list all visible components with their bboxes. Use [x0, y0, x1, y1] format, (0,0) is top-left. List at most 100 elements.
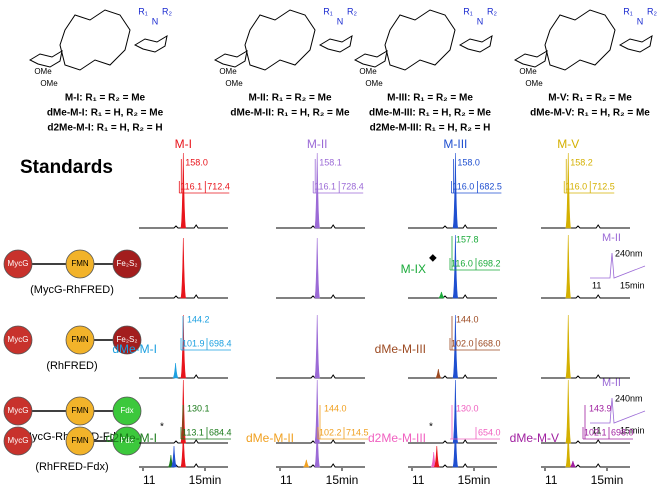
ms-peak-label: 102.1	[584, 427, 607, 437]
compound-label: M-I: R₁ = R₂ = Me	[65, 93, 146, 104]
domain-label: MycG	[8, 259, 29, 268]
inset-tick-label: 15min	[620, 425, 645, 435]
domain-label: MycG	[8, 406, 29, 415]
domain	[65, 396, 95, 426]
sugar	[353, 49, 388, 68]
trace-baseline	[276, 463, 365, 468]
trace-baseline	[276, 294, 365, 299]
ms-peak-label: 158.2	[570, 157, 593, 167]
ms-peak-label: 130.1	[187, 403, 210, 413]
peak	[565, 152, 572, 229]
ms-peak-label: 116.0	[451, 258, 473, 268]
amine-label: R₂	[162, 6, 172, 16]
marker: *	[160, 422, 164, 433]
ms-peak-label: 712.5	[592, 181, 615, 191]
peak	[314, 379, 321, 444]
amine-label: N	[637, 16, 644, 26]
peak	[565, 427, 572, 468]
sugar	[513, 49, 548, 68]
sugar	[28, 49, 63, 68]
inset-trace	[590, 397, 646, 424]
peak	[314, 421, 321, 468]
standards-label: Standards	[20, 157, 113, 178]
inset-trace	[590, 252, 646, 279]
ms-peak-label: 684.4	[209, 427, 232, 437]
construct-caption: (RhFRED-Fdx)	[35, 461, 108, 473]
peak	[433, 445, 440, 468]
peak	[438, 291, 445, 299]
ms-peak-label: 116.0	[565, 181, 587, 191]
inset-label: M-II	[602, 377, 621, 389]
compound-peak-label: M-IX	[401, 262, 426, 276]
peak	[180, 152, 187, 229]
ms-peak-label: 144.0	[456, 314, 479, 324]
domain-label: Fdx	[120, 436, 133, 445]
inset-wavelength: 240nm	[615, 393, 643, 403]
peak	[452, 152, 459, 229]
domain-label: Fe₂S₂	[117, 259, 138, 268]
trace-baseline	[541, 374, 630, 379]
compound-label: dMe-M-I: R₁ = H, R₂ = Me	[47, 108, 164, 119]
inset-tick-label: 15min	[620, 280, 645, 290]
peak	[452, 234, 459, 299]
ms-peak-label: 698.2	[478, 258, 501, 268]
ms-peak-label: 712.4	[207, 181, 230, 191]
ms-peak-label: 143.9	[589, 403, 612, 413]
compound-label: dMe-M-III: R₁ = H, R₂ = Me	[369, 108, 491, 119]
domain	[112, 325, 142, 355]
sugar	[133, 34, 168, 53]
sugar-label: OMe	[365, 79, 383, 88]
ms-peak-label: 654.0	[478, 427, 501, 437]
peak	[314, 314, 321, 379]
ms-peak-label: 698.0	[611, 427, 634, 437]
construct-caption: (MycG-RhFRED)	[30, 284, 114, 296]
amine-label: N	[337, 16, 344, 26]
trace-baseline	[408, 294, 497, 299]
peak	[180, 237, 187, 299]
x-tick-label: 15min	[591, 473, 624, 487]
peak	[452, 379, 459, 444]
trace-baseline	[408, 224, 497, 229]
sugar-label: OMe	[519, 67, 537, 76]
domain	[65, 249, 95, 279]
trace-baseline	[408, 374, 497, 379]
sugar-label: OMe	[359, 67, 377, 76]
domain	[3, 249, 33, 279]
macrolactone	[544, 9, 616, 71]
marker: *	[429, 422, 433, 433]
ms-peak-label: 102.2	[319, 427, 342, 437]
domain-label: Fdx	[120, 406, 133, 415]
amine-label: R₂	[647, 6, 657, 16]
ms-peak-label: 698.4	[209, 338, 232, 348]
inset-wavelength: 240nm	[615, 248, 643, 258]
peak	[565, 314, 572, 379]
ms-peak-label: 158.1	[319, 157, 342, 167]
domain-label: FMN	[71, 259, 89, 268]
domain	[65, 426, 95, 456]
ms-peak-label: 668.0	[478, 338, 501, 348]
x-tick-label: 11	[280, 473, 293, 487]
compound-label: d2Me-M-III: R₁ = H, R₂ = H	[370, 123, 491, 134]
peak	[452, 418, 459, 468]
ms-peak-label: 158.0	[457, 157, 480, 167]
trace-baseline	[541, 439, 630, 444]
ms-peak-label: 116.1	[180, 181, 202, 191]
domain	[112, 426, 142, 456]
amine-label: R₂	[347, 6, 357, 16]
compound-peak-label: d2Me-M-I	[106, 431, 157, 445]
inset-tick-label: 11	[592, 280, 601, 290]
amine-label: R₁	[463, 6, 473, 16]
sugar	[213, 49, 248, 68]
domain	[112, 396, 142, 426]
compound-peak-label: dMe-M-III	[375, 342, 426, 356]
compound-peak-label: M-I	[175, 137, 192, 151]
amine-label: R₁	[323, 6, 333, 16]
sugar-label: OMe	[34, 67, 52, 76]
compound-peak-label: M-V	[557, 137, 579, 151]
amine-label: R₂	[487, 6, 497, 16]
ms-peak-label: 144.2	[187, 314, 210, 324]
marker: ◆	[429, 253, 437, 264]
ms-peak-label: 113.1	[182, 427, 204, 437]
inset-label: M-II	[602, 232, 621, 244]
compound-peak-label: dMe-M-V	[510, 431, 559, 445]
